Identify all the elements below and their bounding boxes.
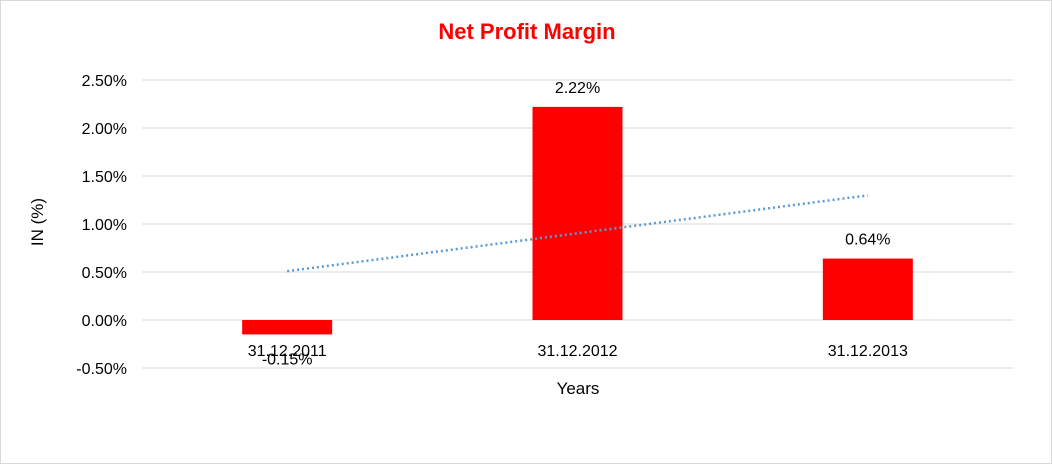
data-labels: -0.15% 2.22% 0.64% xyxy=(262,80,891,369)
y-axis-label: IN (%) xyxy=(28,198,47,246)
y-tick-label: 2.00% xyxy=(82,121,127,138)
y-tick-label: -0.50% xyxy=(76,361,127,378)
bars xyxy=(242,106,913,335)
y-axis-ticks: 2.50% 2.00% 1.50% 1.00% 0.50% 0.00% -0.50% xyxy=(76,73,127,378)
x-tick-label: 31.12.2012 xyxy=(537,343,617,360)
x-axis-ticks: 31.12.2011 31.12.2012 31.12.2013 xyxy=(248,343,908,360)
data-label: -0.15% xyxy=(262,351,313,368)
chart-title: Net Profit Margin xyxy=(438,19,615,44)
y-tick-label: 0.50% xyxy=(82,265,127,282)
bar xyxy=(532,106,623,320)
y-tick-label: 1.50% xyxy=(82,169,127,186)
x-tick-label: 31.12.2011 xyxy=(248,343,327,360)
data-label: 0.64% xyxy=(845,232,890,249)
y-tick-label: 1.00% xyxy=(82,217,127,234)
bar xyxy=(242,320,333,335)
bar xyxy=(822,258,913,320)
data-label: 2.22% xyxy=(555,80,600,97)
x-tick-label: 31.12.2013 xyxy=(828,343,908,360)
y-tick-label: 2.50% xyxy=(82,73,127,90)
x-axis-label: Years xyxy=(557,379,600,398)
y-tick-label: 0.00% xyxy=(82,313,127,330)
